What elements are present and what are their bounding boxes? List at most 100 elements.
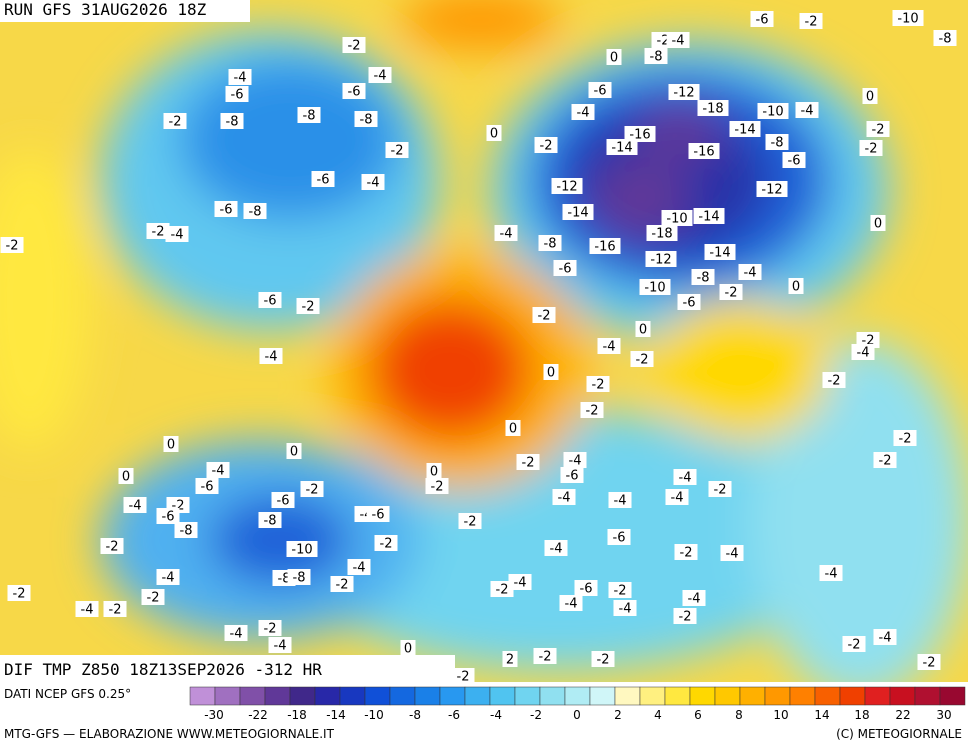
contour-label-bg — [544, 540, 568, 556]
contour-label: -2 — [464, 515, 477, 530]
contour-label-bg — [822, 372, 846, 388]
contour-label-bg — [490, 581, 514, 597]
contour-label: -2 — [302, 300, 315, 315]
contour-label: -4 — [801, 104, 814, 119]
contour-label-bg — [608, 582, 632, 598]
colorbar-swatch — [764, 686, 791, 706]
colorbar-swatch — [464, 686, 491, 706]
colorbar-swatch — [864, 686, 891, 706]
contour-label-bg — [224, 625, 248, 641]
contour-label: -2 — [109, 603, 122, 618]
contour-label-bg — [533, 648, 557, 664]
contour-label: 0 — [639, 323, 647, 338]
contour-label: -2 — [592, 378, 605, 393]
contour-label: -2 — [6, 239, 19, 254]
contour-label: -4 — [679, 471, 692, 486]
contour-label: -10 — [644, 281, 665, 296]
colorbar-swatch — [214, 686, 241, 706]
contour-label: -14 — [611, 141, 632, 156]
contour-label: -2 — [923, 656, 936, 671]
contour-label: -8 — [360, 113, 373, 128]
colorbar-label: -4 — [490, 708, 502, 722]
contour-label: 0 — [122, 470, 130, 485]
contour-label-bg — [862, 88, 878, 104]
contour-label: -4 — [171, 228, 184, 243]
contour-label-bg — [451, 668, 475, 684]
contour-label: -6 — [277, 494, 290, 509]
contour-label-bg — [543, 364, 559, 380]
contour-label-bg — [580, 402, 604, 418]
contour-label-bg — [156, 508, 180, 524]
contour-label: 0 — [792, 280, 800, 295]
colorbar-label: 8 — [735, 708, 743, 722]
contour-label: -4 — [234, 71, 247, 86]
contour-label-bg — [607, 529, 631, 545]
contour-label: -6 — [756, 13, 769, 28]
colorbar-swatch — [689, 686, 716, 706]
contour-label-bg — [494, 225, 518, 241]
contour-label: -10 — [762, 105, 783, 120]
contour-label: -2 — [348, 39, 361, 54]
contour-label: -10 — [666, 212, 687, 227]
colorbar-swatch — [189, 686, 216, 706]
contour-label-bg — [757, 103, 789, 119]
colorbar-swatch — [239, 686, 266, 706]
contour-label: -4 — [162, 571, 175, 586]
contour-label-bg — [704, 244, 736, 260]
contour-label-bg — [103, 601, 127, 617]
contour-label: -6 — [788, 154, 801, 169]
contour-label: 0 — [547, 366, 555, 381]
contour-label: -4 — [614, 494, 627, 509]
contour-label: -8 — [278, 572, 291, 587]
contour-label: -6 — [317, 173, 330, 188]
source: DATI NCEP GFS 0.25° — [4, 687, 131, 701]
contour-label-bg — [933, 30, 957, 46]
contour-label: -2 — [431, 480, 444, 495]
contour-label-bg — [645, 251, 677, 267]
contour-label-bg — [532, 307, 556, 323]
contour-label: -4 — [879, 631, 892, 646]
contour-label: -8 — [293, 571, 306, 586]
contour-label: -12 — [556, 180, 577, 195]
contour-label: -8 — [544, 237, 557, 252]
colorbar-label: 2 — [614, 708, 622, 722]
contour-label-bg — [613, 600, 637, 616]
contour-label: -2 — [879, 454, 892, 469]
contour-label-bg — [859, 140, 883, 156]
contour-label-bg — [563, 452, 587, 468]
contour-label-bg — [366, 506, 390, 522]
contour-label-bg — [165, 226, 189, 242]
contour-label-bg — [892, 10, 924, 26]
contour-label: -4 — [619, 602, 632, 617]
contour-label-bg — [665, 489, 689, 505]
contour-label: 0 — [490, 127, 498, 142]
contour-label-bg — [591, 651, 615, 667]
contour-label-bg — [693, 208, 725, 224]
colorbar-label: 18 — [854, 708, 869, 722]
contour-label-bg — [738, 264, 762, 280]
contour-label: -2 — [828, 374, 841, 389]
contour-label-bg — [551, 178, 583, 194]
contour-label-bg — [118, 468, 134, 484]
contour-label: -2 — [306, 483, 319, 498]
contour-label: -4 — [577, 106, 590, 121]
contour-label-bg — [123, 497, 147, 513]
contour-label-bg — [799, 13, 823, 29]
contour-label: -4 — [825, 567, 838, 582]
contour-label-bg — [729, 121, 761, 137]
colorbar-swatch — [539, 686, 566, 706]
contour-label: -2 — [13, 587, 26, 602]
colorbar-label: 10 — [773, 708, 788, 722]
contour-label: -2 — [264, 622, 277, 637]
contour-label: -4 — [671, 491, 684, 506]
contour-label: -14 — [734, 123, 755, 138]
contour-label: -2 — [457, 670, 470, 685]
contour-label: -4 — [265, 350, 278, 365]
contour-label-bg — [141, 589, 165, 605]
colorbar-swatch — [389, 686, 416, 706]
contour-label-bg — [606, 139, 638, 155]
contour-label: -2 — [496, 583, 509, 598]
contour-label: -4 — [688, 592, 701, 607]
contour-label: -2 — [865, 142, 878, 157]
colorbar-swatch — [714, 686, 741, 706]
